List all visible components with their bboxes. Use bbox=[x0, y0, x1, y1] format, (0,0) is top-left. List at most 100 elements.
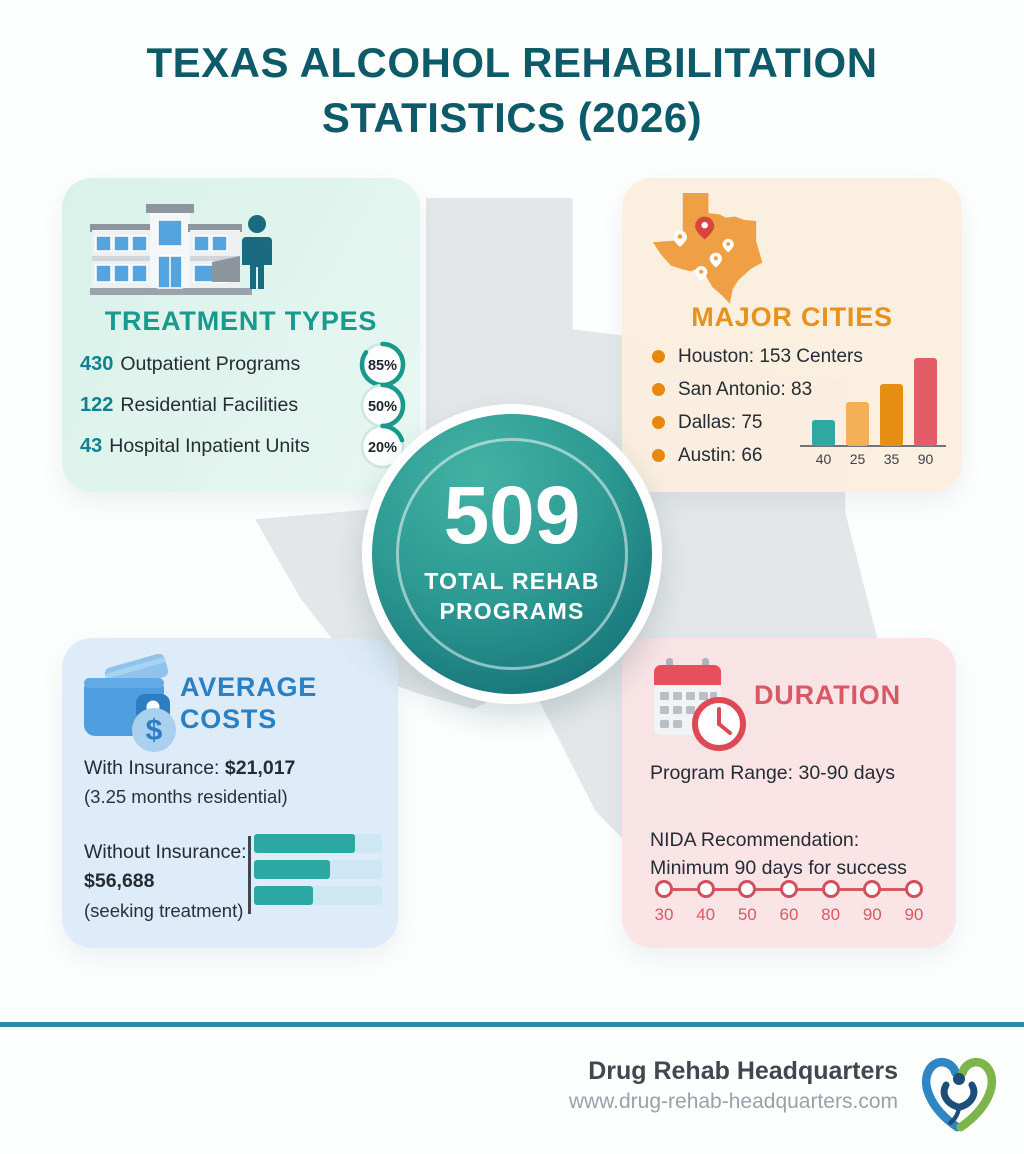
city-bar bbox=[880, 384, 903, 446]
with-insurance-note: (3.25 months residential) bbox=[84, 786, 288, 808]
duration-card: DURATION Program Range: 30-90 days NIDA … bbox=[622, 638, 956, 948]
footer-brand-name: Drug Rehab Headquarters bbox=[588, 1057, 898, 1085]
costs-mini-bar-chart bbox=[248, 834, 384, 914]
city-bar bbox=[846, 402, 869, 446]
with-insurance-block: With Insurance: $21,017 (3.25 months res… bbox=[84, 754, 295, 811]
timeline-milestone: 50 bbox=[733, 880, 761, 925]
map-pin-icons bbox=[673, 216, 734, 281]
bullet-icon bbox=[652, 449, 665, 462]
chart-axis bbox=[248, 836, 251, 914]
major-cities-title: MAJOR CITIES bbox=[691, 302, 893, 332]
city-bar-label: 35 bbox=[884, 451, 900, 467]
timeline-dot-icon bbox=[904, 880, 923, 898]
cost-bar-fill bbox=[254, 860, 330, 879]
svg-text:$: $ bbox=[146, 714, 163, 747]
average-costs-card: $ AVERAGE COSTS With Insurance: $21,017 … bbox=[62, 638, 398, 948]
cities-list: Houston: 153 Centers San Antonio: 83 Dal… bbox=[652, 340, 863, 472]
timeline-label: 90 bbox=[904, 905, 924, 924]
average-costs-title: AVERAGE COSTS bbox=[180, 672, 318, 734]
total-programs-badge-inner: 509 TOTAL REHAB PROGRAMS bbox=[372, 414, 652, 694]
page-title-line2: STATISTICS (2026) bbox=[321, 93, 703, 141]
cities-mini-bar-chart: 40 25 35 90 bbox=[800, 358, 946, 467]
person-icon bbox=[242, 215, 272, 289]
city-bar bbox=[812, 420, 835, 446]
with-insurance-value: $21,017 bbox=[224, 757, 296, 779]
timeline-dot-icon bbox=[779, 880, 798, 898]
bullet-icon bbox=[652, 350, 665, 363]
page-title-line1: TEXAS ALCOHOL REHABILITATION bbox=[146, 39, 878, 86]
without-insurance-note: (seeking treatment) bbox=[84, 899, 244, 921]
timeline-label: 50 bbox=[737, 905, 757, 924]
city-row-houston: Houston: 153 Centers bbox=[652, 340, 863, 373]
timeline-dot-icon bbox=[655, 880, 673, 898]
city-row-austin: Austin: 66 bbox=[652, 439, 863, 472]
timeline-dot-icon bbox=[821, 880, 840, 898]
badge-inner-ring bbox=[396, 438, 628, 670]
cost-bar-track bbox=[254, 834, 382, 853]
city-bar-label: 90 bbox=[918, 451, 934, 467]
treatment-row-residential: 122 Residential Facilities 50% bbox=[80, 382, 406, 429]
timeline-milestone: 60 bbox=[775, 880, 803, 925]
duration-title: DURATION bbox=[754, 680, 901, 710]
percent-ring-20: 20% bbox=[359, 423, 406, 470]
svg-text:85%: 85% bbox=[368, 358, 397, 374]
total-programs-label: TOTAL REHAB PROGRAMS bbox=[424, 568, 600, 624]
treatment-label: Residential Facilities bbox=[120, 394, 299, 416]
treatment-row-outpatient: 430 Outpatient Programs 85% bbox=[80, 341, 406, 388]
brand-logo-heart-icon bbox=[922, 1057, 996, 1132]
timeline-label: 30 bbox=[654, 905, 674, 924]
wallet-icon: $ bbox=[84, 654, 176, 752]
timeline-milestone: 90 bbox=[858, 880, 886, 925]
texas-map-icon bbox=[652, 193, 763, 304]
total-programs-badge: 509 TOTAL REHAB PROGRAMS bbox=[362, 404, 662, 704]
duration-timeline: 30 40 50 60 80 90 90 bbox=[650, 880, 928, 932]
svg-text:50%: 50% bbox=[368, 399, 397, 415]
rehab-building-icon bbox=[90, 204, 272, 295]
city-row-dallas: Dallas: 75 bbox=[652, 406, 863, 439]
program-range-text: Program Range: 30-90 days bbox=[650, 762, 895, 784]
treatment-row-hospital: 43 Hospital Inpatient Units 20% bbox=[80, 423, 406, 470]
timeline-dot-icon bbox=[738, 880, 757, 898]
city-bar-label: 25 bbox=[850, 451, 866, 467]
timeline-milestone: 30 bbox=[650, 880, 678, 925]
cost-bar-track bbox=[254, 886, 382, 905]
footer-website-url: www.drug-rehab-headquarters.com bbox=[568, 1090, 898, 1113]
page-title: TEXAS ALCOHOL REHABILITATION STATISTICS … bbox=[0, 36, 1024, 145]
bullet-icon bbox=[652, 416, 665, 429]
svg-text:20%: 20% bbox=[368, 440, 397, 456]
cost-bar-fill bbox=[254, 834, 356, 853]
percent-ring-85: 85% bbox=[359, 341, 406, 388]
footer-divider bbox=[0, 1022, 1024, 1027]
timeline-dot-icon bbox=[863, 880, 882, 898]
treatment-count: 43 bbox=[80, 435, 103, 457]
treatment-count: 430 bbox=[80, 353, 114, 375]
footer-text-block: Drug Rehab Headquarters www.drug-rehab-h… bbox=[569, 1056, 898, 1114]
without-insurance-value: $56,688 bbox=[84, 870, 155, 893]
timeline-label: 80 bbox=[821, 905, 841, 924]
treatment-label: Outpatient Programs bbox=[120, 353, 301, 375]
timeline-milestone: 80 bbox=[817, 880, 845, 925]
calendar-clock-icon bbox=[654, 658, 746, 751]
without-insurance-block: Without Insurance: $56,688 (seeking trea… bbox=[84, 838, 247, 924]
timeline-label: 90 bbox=[862, 905, 882, 924]
treatment-label: Hospital Inpatient Units bbox=[109, 435, 310, 457]
with-insurance-label: With Insurance: bbox=[84, 757, 225, 779]
major-cities-card: MAJOR CITIES Houston: 153 Centers San An… bbox=[622, 178, 962, 492]
without-insurance-label: Without Insurance: bbox=[84, 841, 247, 863]
cost-bar-track bbox=[254, 860, 382, 879]
treatment-list: 430 Outpatient Programs 85% 122 Resident… bbox=[80, 341, 406, 470]
timeline-dot-icon bbox=[696, 880, 715, 898]
timeline-milestone: 90 bbox=[900, 880, 928, 925]
cost-bar-fill bbox=[254, 886, 313, 905]
treatment-count: 122 bbox=[80, 394, 114, 416]
timeline-label: 60 bbox=[779, 905, 799, 924]
treatment-types-title: TREATMENT TYPES bbox=[104, 306, 378, 336]
city-bar bbox=[914, 358, 937, 446]
timeline-label: 40 bbox=[696, 905, 716, 924]
bullet-icon bbox=[652, 383, 665, 396]
total-programs-value: 509 bbox=[443, 470, 581, 562]
nida-recommendation-text: NIDA Recommendation: Minimum 90 days for… bbox=[650, 829, 907, 880]
city-bar-label: 40 bbox=[816, 451, 832, 467]
city-row-san-antonio: San Antonio: 83 bbox=[652, 373, 863, 406]
